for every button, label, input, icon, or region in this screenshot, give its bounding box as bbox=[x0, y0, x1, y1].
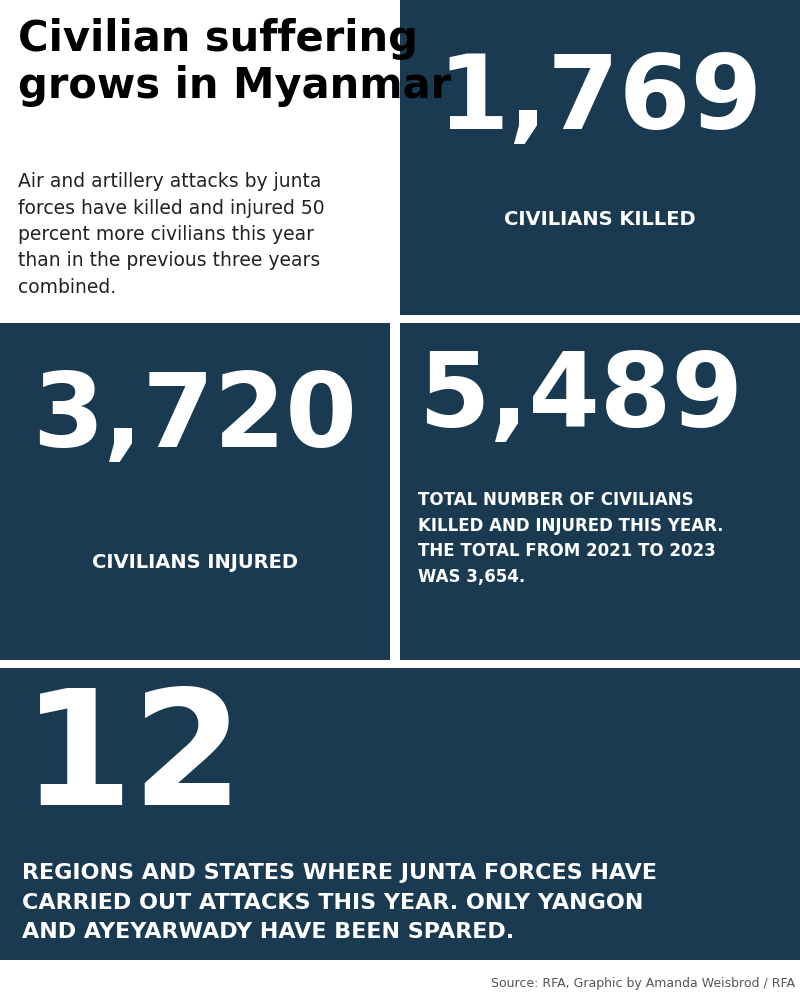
Text: REGIONS AND STATES WHERE JUNTA FORCES HAVE
CARRIED OUT ATTACKS THIS YEAR. ONLY Y: REGIONS AND STATES WHERE JUNTA FORCES HA… bbox=[22, 863, 657, 942]
Text: 1,769: 1,769 bbox=[438, 50, 762, 151]
Text: TOTAL NUMBER OF CIVILIANS
KILLED AND INJURED THIS YEAR.
THE TOTAL FROM 2021 TO 2: TOTAL NUMBER OF CIVILIANS KILLED AND INJ… bbox=[418, 491, 723, 586]
Text: CIVILIANS KILLED: CIVILIANS KILLED bbox=[504, 210, 696, 229]
FancyBboxPatch shape bbox=[0, 668, 800, 960]
FancyBboxPatch shape bbox=[400, 323, 800, 660]
Text: CIVILIANS INJURED: CIVILIANS INJURED bbox=[92, 553, 298, 572]
Text: Source: RFA, Graphic by Amanda Weisbrod / RFA: Source: RFA, Graphic by Amanda Weisbrod … bbox=[491, 977, 795, 990]
FancyBboxPatch shape bbox=[400, 0, 800, 315]
Text: 5,489: 5,489 bbox=[418, 348, 743, 449]
Text: Civilian suffering
grows in Myanmar: Civilian suffering grows in Myanmar bbox=[18, 18, 451, 107]
Text: 3,720: 3,720 bbox=[33, 368, 358, 469]
FancyBboxPatch shape bbox=[0, 323, 390, 660]
Text: Air and artillery attacks by junta
forces have killed and injured 50
percent mor: Air and artillery attacks by junta force… bbox=[18, 172, 325, 297]
Text: 12: 12 bbox=[22, 683, 244, 838]
